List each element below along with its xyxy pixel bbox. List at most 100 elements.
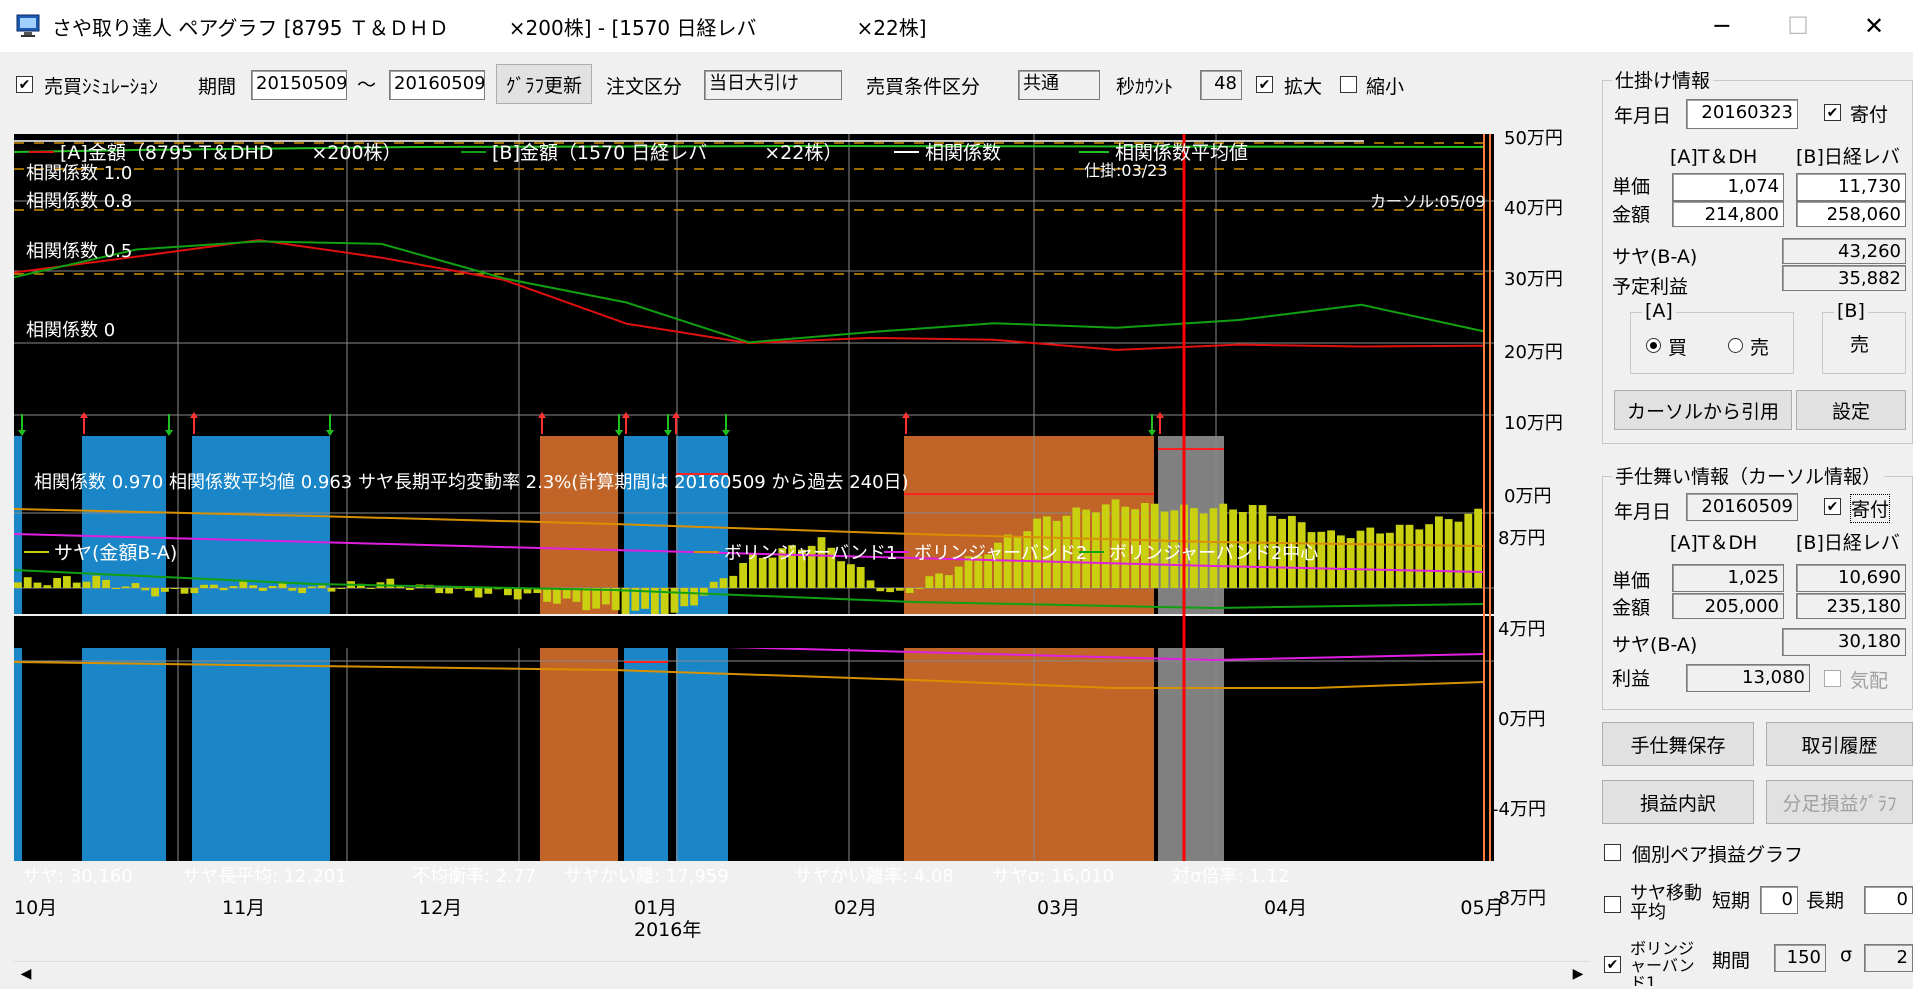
- close-yoritsuki-checkbox[interactable]: ✔: [1824, 498, 1841, 515]
- spread-bar: [729, 575, 738, 588]
- legend-bollinger2-center: ボリンジャーバンド2中心: [1109, 543, 1318, 564]
- update-graph-button[interactable]: ｸﾞﾗﾌ更新: [496, 64, 592, 104]
- bollinger-period-label: 期間: [1712, 950, 1751, 972]
- minimize-button[interactable]: ─: [1714, 12, 1730, 40]
- position-yoritsuki-checkbox[interactable]: ✔: [1824, 104, 1841, 121]
- stat-sigma-ratio: 対σ倍率: 1.12: [1172, 866, 1289, 887]
- spread-bar: [278, 583, 287, 588]
- signal-arrow-head: [672, 412, 680, 418]
- trade-history-button[interactable]: 取引履歴: [1766, 722, 1913, 766]
- spread-bar: [1209, 508, 1218, 588]
- save-close-button[interactable]: 手仕舞保存: [1602, 722, 1754, 766]
- cite-from-cursor-button[interactable]: カーソルから引用: [1614, 390, 1792, 430]
- x-tick: 02月: [834, 897, 877, 919]
- y-tick: 0万円: [1504, 486, 1551, 507]
- spread-bar: [288, 588, 297, 591]
- kihai-checkbox[interactable]: [1824, 670, 1841, 687]
- sigma-input[interactable]: 2: [1864, 944, 1913, 972]
- stat-deviation: サヤかい離: 17,959: [564, 866, 729, 887]
- b-side-value: 売: [1850, 334, 1870, 356]
- short-input[interactable]: 0: [1760, 886, 1798, 914]
- spread-bar: [249, 585, 257, 588]
- spread-bar: [1219, 503, 1228, 588]
- spread-bar: [562, 588, 571, 599]
- spread-bar: [1160, 511, 1169, 588]
- spread-bar: [660, 588, 669, 619]
- bollinger-period-input[interactable]: 150: [1774, 944, 1826, 972]
- spread-bar: [1376, 533, 1384, 588]
- spread-bar: [709, 581, 718, 588]
- spread-bar: [161, 588, 169, 592]
- spread-bar: [1013, 535, 1022, 588]
- legend-a-amount: [A]金額（8795 T＆DHD ×200株）: [60, 142, 402, 164]
- horizontal-scrollbar[interactable]: ◀ ▶: [14, 961, 1590, 986]
- bollinger1-lower: [14, 661, 1485, 689]
- bollinger1-upper: [14, 508, 1485, 547]
- series-line-b: [14, 240, 1485, 344]
- spread-bar: [1297, 522, 1306, 588]
- b-side-title: [B]: [1834, 300, 1868, 322]
- period-from-input[interactable]: 20150509: [251, 70, 347, 100]
- sell-radio[interactable]: [1728, 338, 1743, 353]
- ma-checkbox[interactable]: [1604, 896, 1621, 913]
- y-tick: 0万円: [1498, 709, 1545, 730]
- correlation-avg-line: [14, 144, 1485, 153]
- close-price-a: 1,025: [1672, 564, 1784, 592]
- pl-breakdown-button[interactable]: 損益内訳: [1602, 780, 1754, 824]
- spread-bar: [935, 573, 943, 588]
- app-icon: [16, 14, 40, 37]
- spread-bar: [1288, 515, 1296, 588]
- condition-label: 売買条件区分: [866, 76, 981, 98]
- spread-bar: [670, 588, 679, 613]
- spread-bar: [229, 586, 238, 588]
- position-col-b: [B]日経レバ: [1796, 146, 1900, 168]
- condition-field[interactable]: 共通: [1018, 70, 1100, 100]
- pair-graph-checkbox[interactable]: [1604, 844, 1621, 861]
- simulation-checkbox[interactable]: ✔: [16, 76, 33, 93]
- long-input[interactable]: 0: [1864, 886, 1913, 914]
- scroll-left-icon[interactable]: ◀: [20, 966, 32, 982]
- close-date-label: 年月日: [1614, 501, 1672, 523]
- bollinger-checkbox[interactable]: ✔: [1604, 956, 1621, 973]
- legend-correlation-avg: 相関係数平均値: [1115, 142, 1248, 164]
- pair-chart[interactable]: [A]金額（8795 T＆DHD ×200株） [B]金額（1570 日経レバ …: [14, 114, 1590, 960]
- spread-bar: [1366, 527, 1375, 588]
- y-tick: 40万円: [1504, 198, 1563, 219]
- spread-bar: [464, 588, 473, 591]
- spread-bar: [621, 588, 630, 616]
- close-spread-label: サヤ(B-A): [1612, 634, 1698, 656]
- spread-bar: [219, 588, 228, 591]
- signal-arrow-head: [165, 430, 173, 436]
- spread-bar: [386, 578, 395, 588]
- spread-bar: [1062, 515, 1071, 588]
- spread-bar: [719, 578, 728, 588]
- close-button[interactable]: ✕: [1863, 12, 1885, 40]
- top-y-axis: 50万円 40万円 30万円 20万円 10万円 0万円: [1504, 128, 1563, 507]
- position-date-label: 年月日: [1614, 105, 1672, 127]
- period-to-input[interactable]: 20160509: [389, 70, 485, 100]
- maximize-button[interactable]: ☐: [1787, 12, 1809, 40]
- spread-bar: [680, 588, 689, 607]
- corr-label-08: 相関係数 0.8: [26, 191, 132, 212]
- spread-bar: [788, 545, 796, 588]
- minute-pl-graph-button[interactable]: 分足損益ｸﾞﾗﾌ: [1766, 780, 1913, 824]
- period-label: 期間: [198, 76, 237, 98]
- scroll-right-icon[interactable]: ▶: [1572, 966, 1584, 982]
- spread-bar: [1248, 505, 1257, 588]
- signal-band: [676, 436, 728, 861]
- y-tick: 10万円: [1504, 413, 1563, 434]
- spread-bar: [1043, 516, 1051, 588]
- zoom-in-checkbox[interactable]: ✔: [1256, 76, 1273, 93]
- zoom-out-checkbox[interactable]: [1340, 76, 1357, 93]
- position-date-input[interactable]: 20160323: [1686, 99, 1798, 129]
- signal-band: [1158, 436, 1224, 861]
- signal-arrow-head: [902, 412, 910, 418]
- a-side-group: [1630, 312, 1794, 374]
- setting-button[interactable]: 設定: [1796, 390, 1906, 430]
- spread-bar: [1229, 509, 1237, 588]
- order-type-field[interactable]: 当日大引け: [704, 70, 842, 100]
- position-profit-label: 予定利益: [1612, 276, 1689, 298]
- buy-radio[interactable]: [1646, 338, 1661, 353]
- spread-bar: [1356, 530, 1365, 588]
- spread-bar: [1268, 515, 1277, 588]
